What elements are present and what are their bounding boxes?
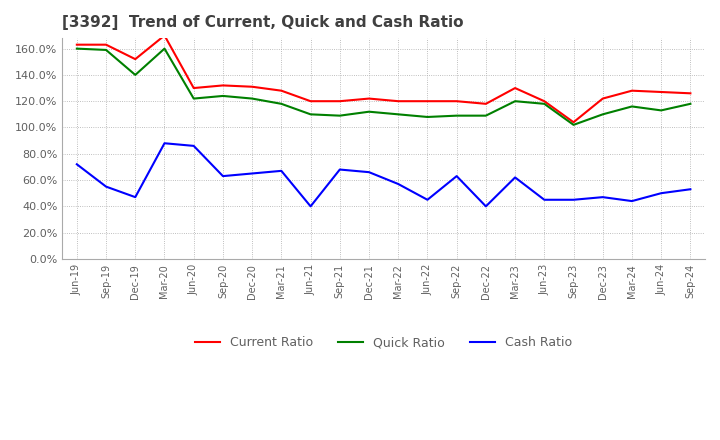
Line: Quick Ratio: Quick Ratio: [77, 49, 690, 125]
Current Ratio: [189, 85, 198, 91]
Current Ratio: [598, 96, 607, 101]
Current Ratio: [540, 99, 549, 104]
Cash Ratio: [628, 198, 636, 204]
Quick Ratio: [394, 112, 402, 117]
Quick Ratio: [598, 112, 607, 117]
Cash Ratio: [482, 204, 490, 209]
Cash Ratio: [657, 191, 665, 196]
Current Ratio: [365, 96, 374, 101]
Cash Ratio: [306, 204, 315, 209]
Current Ratio: [73, 42, 81, 48]
Current Ratio: [219, 83, 228, 88]
Current Ratio: [336, 99, 344, 104]
Quick Ratio: [219, 93, 228, 99]
Quick Ratio: [540, 101, 549, 106]
Quick Ratio: [628, 104, 636, 109]
Quick Ratio: [73, 46, 81, 51]
Cash Ratio: [248, 171, 256, 176]
Cash Ratio: [452, 173, 461, 179]
Line: Current Ratio: Current Ratio: [77, 36, 690, 122]
Quick Ratio: [452, 113, 461, 118]
Cash Ratio: [277, 168, 286, 173]
Text: [3392]  Trend of Current, Quick and Cash Ratio: [3392] Trend of Current, Quick and Cash …: [62, 15, 464, 30]
Legend: Current Ratio, Quick Ratio, Cash Ratio: Current Ratio, Quick Ratio, Cash Ratio: [190, 331, 577, 354]
Cash Ratio: [160, 141, 168, 146]
Quick Ratio: [306, 112, 315, 117]
Cash Ratio: [510, 175, 519, 180]
Current Ratio: [482, 101, 490, 106]
Current Ratio: [248, 84, 256, 89]
Current Ratio: [686, 91, 695, 96]
Cash Ratio: [570, 197, 578, 202]
Cash Ratio: [686, 187, 695, 192]
Current Ratio: [102, 42, 110, 48]
Cash Ratio: [394, 181, 402, 187]
Current Ratio: [628, 88, 636, 93]
Cash Ratio: [598, 194, 607, 200]
Quick Ratio: [686, 101, 695, 106]
Quick Ratio: [336, 113, 344, 118]
Quick Ratio: [365, 109, 374, 114]
Quick Ratio: [482, 113, 490, 118]
Quick Ratio: [248, 96, 256, 101]
Current Ratio: [277, 88, 286, 93]
Current Ratio: [423, 99, 432, 104]
Cash Ratio: [102, 184, 110, 189]
Cash Ratio: [540, 197, 549, 202]
Quick Ratio: [131, 72, 140, 77]
Quick Ratio: [189, 96, 198, 101]
Current Ratio: [570, 120, 578, 125]
Current Ratio: [452, 99, 461, 104]
Quick Ratio: [277, 101, 286, 106]
Current Ratio: [306, 99, 315, 104]
Quick Ratio: [102, 47, 110, 52]
Current Ratio: [131, 56, 140, 62]
Line: Cash Ratio: Cash Ratio: [77, 143, 690, 206]
Cash Ratio: [131, 194, 140, 200]
Cash Ratio: [336, 167, 344, 172]
Quick Ratio: [510, 99, 519, 104]
Cash Ratio: [73, 161, 81, 167]
Current Ratio: [657, 89, 665, 95]
Current Ratio: [394, 99, 402, 104]
Cash Ratio: [219, 173, 228, 179]
Quick Ratio: [570, 122, 578, 128]
Quick Ratio: [160, 46, 168, 51]
Cash Ratio: [423, 197, 432, 202]
Current Ratio: [510, 85, 519, 91]
Quick Ratio: [657, 108, 665, 113]
Quick Ratio: [423, 114, 432, 120]
Cash Ratio: [189, 143, 198, 149]
Cash Ratio: [365, 169, 374, 175]
Current Ratio: [160, 33, 168, 38]
